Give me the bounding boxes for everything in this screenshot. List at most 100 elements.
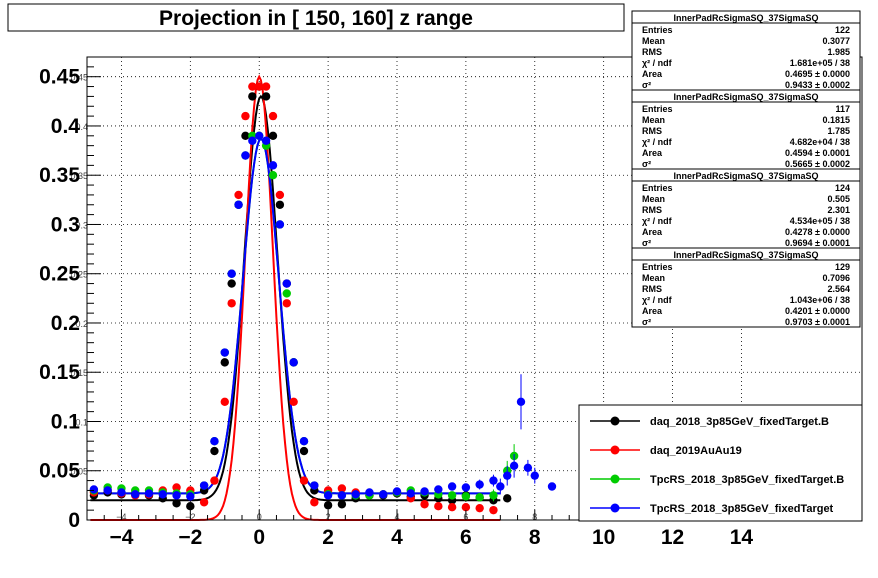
data-point <box>489 505 498 515</box>
data-point <box>365 488 374 497</box>
x-tick-label: 14 <box>730 526 754 549</box>
data-point <box>337 491 347 500</box>
data-point <box>489 476 498 485</box>
stats-title: InnerPadRcSigmaSQ_37SigmaSQ <box>673 13 818 23</box>
data-point <box>261 92 271 101</box>
x-tick-label: 2 <box>322 526 334 549</box>
legend-label: TpcRS_2018_3p85GeV_fixedTarget <box>650 503 834 515</box>
data-point <box>234 190 243 200</box>
data-point <box>447 482 457 491</box>
data-point <box>220 397 229 406</box>
stats-value: 1.785 <box>827 126 850 136</box>
data-point <box>475 480 484 489</box>
stats-value: 122 <box>835 25 850 35</box>
data-point <box>310 481 319 490</box>
data-point <box>509 461 519 471</box>
stats-label: Entries <box>642 25 673 35</box>
stats-value: 0.4695 ± 0.0000 <box>785 69 850 79</box>
stats-value: 0.4594 ± 0.0001 <box>785 148 850 158</box>
data-point <box>172 491 181 500</box>
data-point <box>299 436 309 446</box>
stats-label: Mean <box>642 194 665 204</box>
y-tick-label: 0.35 <box>39 164 80 187</box>
stats-box <box>631 247 861 328</box>
x-tick-label: −2 <box>178 526 202 549</box>
data-point <box>282 279 291 288</box>
stats-label: σ² <box>642 80 651 90</box>
data-point <box>289 358 298 367</box>
data-point <box>461 502 471 512</box>
x-tick-label: −4 <box>109 526 133 549</box>
legend-marker <box>610 474 620 484</box>
plot-frame <box>86 56 863 521</box>
data-point <box>323 491 333 500</box>
data-point <box>310 498 319 507</box>
data-point <box>275 200 285 209</box>
data-point <box>434 502 443 511</box>
stats-box <box>631 89 861 170</box>
stats-label: σ² <box>642 317 651 327</box>
data-point <box>255 82 264 91</box>
data-point <box>337 500 347 509</box>
data-point <box>299 446 309 456</box>
stats-label: χ² / ndf <box>642 295 673 305</box>
data-point <box>275 220 285 229</box>
data-point <box>186 502 195 511</box>
legend: daq_2018_3p85GeV_fixedTarget.B daq_2019Au… <box>578 404 863 522</box>
data-point <box>248 92 257 101</box>
data-point <box>447 502 457 512</box>
fit-curve <box>90 94 501 502</box>
data-point <box>210 436 219 446</box>
x-tick-label: 6 <box>460 526 472 549</box>
x-tick-label: 8 <box>529 526 541 549</box>
stats-label: Area <box>642 69 663 79</box>
x-tick-label: 10 <box>592 526 615 549</box>
stats-label: RMS <box>642 126 662 136</box>
legend-marker <box>610 416 620 426</box>
data-point <box>503 494 512 503</box>
inner-y-tick-label: 0.05 <box>70 467 88 477</box>
stats-value: 0.9703 ± 0.0001 <box>785 317 850 327</box>
data-point <box>248 82 257 91</box>
y-tick-label: 0.45 <box>39 66 80 89</box>
stats-label: RMS <box>642 284 662 294</box>
data-point <box>241 111 250 121</box>
data-point <box>275 190 285 200</box>
data-point <box>461 483 471 492</box>
data-point <box>220 348 229 357</box>
stats-value: 1.985 <box>827 47 850 57</box>
data-point <box>337 484 347 493</box>
data-point <box>210 446 219 456</box>
legend-marker <box>610 445 620 455</box>
data-point <box>289 397 298 406</box>
inner-y-tick-label: 0.15 <box>70 368 88 378</box>
data-point <box>475 493 484 502</box>
x-tick-label: 12 <box>661 526 684 549</box>
stats-label: σ² <box>642 238 651 248</box>
stats-label: Area <box>642 227 663 237</box>
stats-value: 4.682e+04 / 38 <box>790 137 850 147</box>
stats-value: 117 <box>835 104 850 114</box>
data-point <box>89 485 99 494</box>
data-point <box>420 500 429 509</box>
data-point <box>434 485 443 494</box>
data-point <box>547 482 557 491</box>
data-point <box>199 498 209 507</box>
data-point <box>282 289 291 298</box>
y-tick-label: 0 <box>68 509 80 532</box>
stats-label: χ² / ndf <box>642 58 673 68</box>
stats-label: Area <box>642 306 663 316</box>
stats-value: 1.681e+05 / 38 <box>790 58 850 68</box>
data-point <box>241 151 250 160</box>
data-point <box>261 136 271 145</box>
data-point <box>268 111 278 121</box>
data-point <box>144 489 154 498</box>
stats-title: InnerPadRcSigmaSQ_37SigmaSQ <box>673 171 818 181</box>
stats-label: RMS <box>642 47 662 57</box>
data-point <box>516 397 526 406</box>
data-point <box>268 161 278 170</box>
y-tick-label: 0.15 <box>39 361 80 384</box>
data-point <box>220 358 229 367</box>
